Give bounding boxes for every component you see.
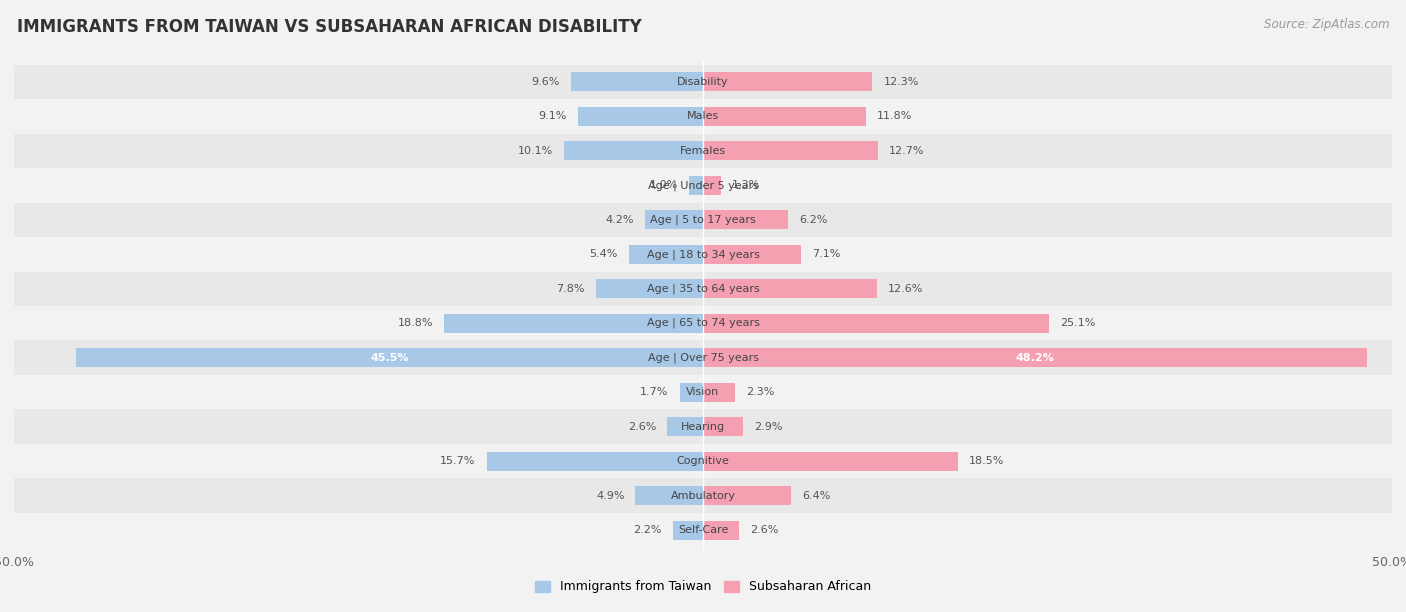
Text: 4.2%: 4.2%: [606, 215, 634, 225]
Bar: [703, 452, 957, 471]
Bar: [14, 203, 1392, 237]
Bar: [672, 521, 703, 540]
Bar: [14, 340, 1392, 375]
Text: 45.5%: 45.5%: [370, 353, 409, 363]
Bar: [703, 176, 721, 195]
Text: Males: Males: [688, 111, 718, 121]
Text: 12.6%: 12.6%: [887, 284, 922, 294]
Text: 48.2%: 48.2%: [1015, 353, 1054, 363]
Text: Age | 65 to 74 years: Age | 65 to 74 years: [647, 318, 759, 329]
Text: Disability: Disability: [678, 77, 728, 87]
Text: IMMIGRANTS FROM TAIWAN VS SUBSAHARAN AFRICAN DISABILITY: IMMIGRANTS FROM TAIWAN VS SUBSAHARAN AFR…: [17, 18, 641, 36]
Bar: [14, 65, 1392, 99]
Text: Source: ZipAtlas.com: Source: ZipAtlas.com: [1264, 18, 1389, 31]
Text: Vision: Vision: [686, 387, 720, 397]
Bar: [14, 444, 1392, 479]
Bar: [703, 141, 877, 160]
Bar: [14, 168, 1392, 203]
Bar: [596, 279, 703, 298]
Text: 1.3%: 1.3%: [733, 181, 761, 190]
Text: 9.6%: 9.6%: [531, 77, 560, 87]
Bar: [703, 107, 866, 126]
Bar: [14, 99, 1392, 133]
Bar: [703, 348, 1367, 367]
Bar: [14, 375, 1392, 409]
Text: 1.0%: 1.0%: [650, 181, 678, 190]
Text: Ambulatory: Ambulatory: [671, 491, 735, 501]
Bar: [703, 211, 789, 230]
Bar: [14, 513, 1392, 547]
Text: Hearing: Hearing: [681, 422, 725, 431]
Text: 12.3%: 12.3%: [883, 77, 920, 87]
Bar: [76, 348, 703, 367]
Text: 2.6%: 2.6%: [627, 422, 657, 431]
Text: Cognitive: Cognitive: [676, 456, 730, 466]
Text: 18.5%: 18.5%: [969, 456, 1004, 466]
Bar: [668, 417, 703, 436]
Bar: [486, 452, 703, 471]
Legend: Immigrants from Taiwan, Subsaharan African: Immigrants from Taiwan, Subsaharan Afric…: [530, 575, 876, 599]
Text: Age | 18 to 34 years: Age | 18 to 34 years: [647, 249, 759, 259]
Text: 11.8%: 11.8%: [876, 111, 912, 121]
Bar: [703, 382, 735, 401]
Bar: [636, 486, 703, 505]
Text: Self-Care: Self-Care: [678, 525, 728, 535]
Bar: [14, 237, 1392, 272]
Text: 6.2%: 6.2%: [800, 215, 828, 225]
Text: 12.7%: 12.7%: [889, 146, 925, 156]
Text: 18.8%: 18.8%: [398, 318, 433, 328]
Bar: [703, 314, 1049, 333]
Text: 4.9%: 4.9%: [596, 491, 624, 501]
Bar: [703, 72, 873, 91]
Text: 15.7%: 15.7%: [440, 456, 475, 466]
Text: 5.4%: 5.4%: [589, 249, 617, 259]
Text: Age | 35 to 64 years: Age | 35 to 64 years: [647, 283, 759, 294]
Bar: [444, 314, 703, 333]
Bar: [645, 211, 703, 230]
Bar: [14, 272, 1392, 306]
Bar: [703, 245, 801, 264]
Bar: [564, 141, 703, 160]
Bar: [703, 417, 742, 436]
Bar: [628, 245, 703, 264]
Text: 7.8%: 7.8%: [555, 284, 585, 294]
Bar: [14, 479, 1392, 513]
Text: 2.3%: 2.3%: [745, 387, 775, 397]
Bar: [578, 107, 703, 126]
Bar: [703, 521, 738, 540]
Text: 7.1%: 7.1%: [811, 249, 841, 259]
Text: Age | 5 to 17 years: Age | 5 to 17 years: [650, 215, 756, 225]
Text: 2.9%: 2.9%: [754, 422, 783, 431]
Bar: [689, 176, 703, 195]
Text: 2.2%: 2.2%: [633, 525, 662, 535]
Text: 25.1%: 25.1%: [1060, 318, 1095, 328]
Bar: [703, 486, 792, 505]
Text: Age | Over 75 years: Age | Over 75 years: [648, 353, 758, 363]
Text: Age | Under 5 years: Age | Under 5 years: [648, 180, 758, 190]
Bar: [14, 306, 1392, 340]
Bar: [679, 382, 703, 401]
Text: 9.1%: 9.1%: [538, 111, 567, 121]
Text: Females: Females: [681, 146, 725, 156]
Text: 10.1%: 10.1%: [517, 146, 553, 156]
Bar: [571, 72, 703, 91]
Text: 2.6%: 2.6%: [749, 525, 779, 535]
Text: 6.4%: 6.4%: [803, 491, 831, 501]
Bar: [14, 409, 1392, 444]
Bar: [14, 133, 1392, 168]
Bar: [703, 279, 876, 298]
Text: 1.7%: 1.7%: [640, 387, 669, 397]
